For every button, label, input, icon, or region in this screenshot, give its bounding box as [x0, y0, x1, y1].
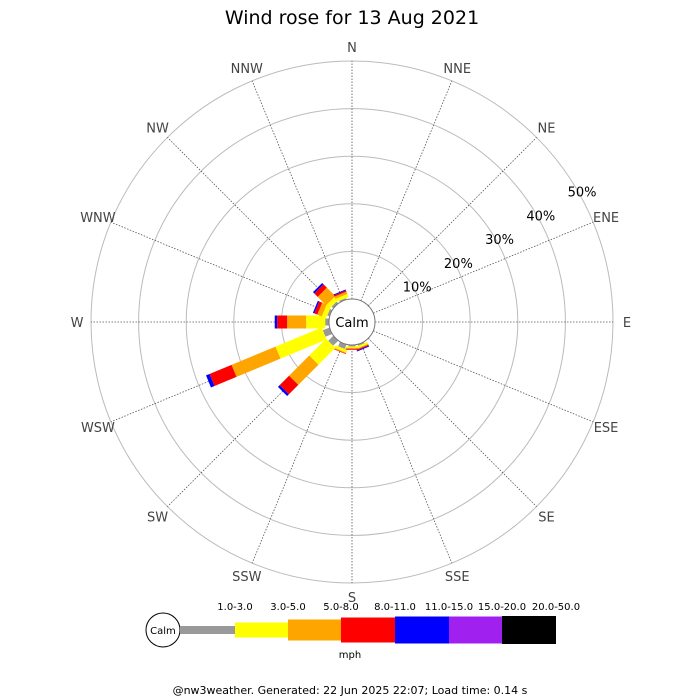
legend-label-7: 20.0-50.0 [532, 602, 580, 613]
legend-swatch-2 [235, 622, 288, 638]
direction-label-nne: NNE [443, 62, 471, 77]
grid-ring-3 [185, 155, 519, 489]
direction-label-w: W [71, 316, 84, 331]
legend-label-4: 8.0-11.0 [374, 602, 416, 613]
spoke-nw [167, 137, 337, 307]
direction-label-sw: SW [147, 510, 168, 525]
direction-label-nw: NW [146, 122, 169, 137]
bar-nnw-bin-1 [335, 293, 349, 302]
ring-label-4: 40% [526, 209, 555, 224]
spoke-se [367, 337, 537, 507]
spoke-nnw [251, 80, 344, 301]
bar-wsw-bin-0 [322, 327, 333, 337]
bar-sw-bin-3 [279, 375, 299, 395]
bar-sse-bin-1 [355, 342, 369, 349]
legend-unit-label: mph [339, 650, 361, 661]
ring-label-2: 20% [444, 257, 473, 272]
legend-calm-label: Calm [150, 626, 176, 637]
legend-swatch-7 [502, 616, 556, 644]
legend-swatch-6 [449, 616, 502, 644]
grid-ring-2 [233, 203, 471, 441]
bar-sw-bin-0 [328, 335, 339, 346]
ring-labels: 10% 20% 30% 40% 50% [403, 186, 597, 296]
ring-label-5: 50% [568, 186, 597, 201]
spoke-wnw [110, 221, 331, 314]
spoke-sse [360, 343, 453, 564]
bar-wnw-bin-1 [321, 304, 332, 319]
bar-nw-bin-1 [326, 296, 339, 309]
bar-nw-bin-3 [314, 284, 327, 297]
legend-swatch-1 [180, 626, 235, 634]
direction-label-se: SE [538, 510, 554, 525]
bar-nnw-bin-3 [333, 290, 347, 297]
bar-ssw-bin-1 [334, 345, 348, 353]
bar-sw-bin-4 [277, 385, 289, 397]
direction-label-wnw: WNW [80, 211, 116, 226]
calm-circle: Calm [328, 298, 376, 346]
calm-label: Calm [335, 316, 368, 331]
legend-swatch-4 [341, 617, 395, 643]
direction-label-n: N [347, 41, 357, 56]
bar-nw-bin-4 [312, 282, 324, 294]
direction-label-ssw: SSW [232, 570, 262, 585]
bar-wsw-bin-1 [275, 327, 327, 359]
spoke-nne [360, 80, 453, 301]
ring-label-1: 10% [403, 281, 432, 296]
bar-nnw-bin-2 [334, 291, 348, 299]
direction-label-s: S [348, 591, 356, 606]
bar-wsw-bin-4 [206, 373, 215, 388]
spoke-ssw [251, 343, 344, 564]
bar-wsw-bin-3 [209, 364, 237, 386]
bar-sw-bin-2 [289, 355, 319, 385]
bar-wnw-bin-2 [317, 302, 327, 317]
spoke-ne [367, 137, 537, 307]
bar-wnw-bin-3 [314, 301, 323, 315]
bar-wsw-bin-2 [231, 346, 281, 377]
bar-nw-bin-2 [317, 287, 336, 306]
legend-label-3: 5.0-8.0 [323, 602, 358, 613]
bar-wnw-bin-4 [312, 300, 320, 314]
legend: Calm 1.0-3.0 3.0-5.0 5.0-8.0 8.0-11.0 11.0-15… [145, 602, 580, 661]
legend-swatch-5 [395, 616, 449, 644]
direction-label-ne: NE [537, 122, 555, 137]
direction-label-ene: ENE [593, 211, 619, 226]
direction-label-nnw: NNW [231, 62, 263, 77]
ring-label-3: 30% [485, 233, 514, 248]
footer-text: @nw3weather. Generated: 22 Jun 2025 22:0… [173, 684, 528, 697]
chart-title: Wind rose for 13 Aug 2021 [225, 7, 479, 29]
direction-label-ese: ESE [594, 421, 619, 436]
legend-swatch-3 [288, 619, 341, 641]
direction-label-wsw: WSW [81, 421, 115, 436]
bar-sw-bin-1 [309, 338, 336, 365]
bar-ssw-bin-0 [338, 341, 347, 349]
legend-label-5: 11.0-15.0 [425, 602, 473, 613]
spoke-ese [373, 330, 594, 423]
direction-label-e: E [623, 316, 631, 331]
polar-grid: N NNE NE ENE E ESE SE SSE S SSW SW WSW W WNW NW NNW [71, 41, 632, 606]
wind-bars [206, 282, 370, 397]
legend-label-2: 3.0-5.0 [270, 602, 305, 613]
legend-label-6: 15.0-20.0 [478, 602, 526, 613]
spoke-ene [373, 221, 594, 314]
legend-label-1: 1.0-3.0 [217, 602, 252, 613]
direction-label-sse: SSE [445, 570, 470, 585]
